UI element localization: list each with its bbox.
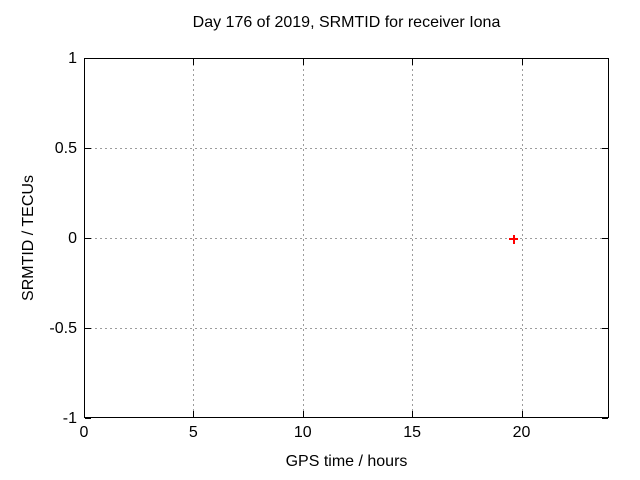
y-tick-left--1 (85, 418, 91, 419)
gridline-y-0.5 (85, 148, 608, 149)
y-tick-right-1 (602, 58, 608, 59)
y-tick-label-0: 0 (68, 230, 77, 247)
y-tick-label-0.5: 0.5 (54, 140, 77, 157)
x-tick-label-15: 15 (403, 424, 422, 441)
y-tick-left-0 (85, 238, 91, 239)
x-tick-top-10 (302, 59, 304, 65)
y-tick-label--1: -1 (62, 410, 77, 427)
x-axis-label: GPS time / hours (285, 453, 408, 470)
x-tick-top-0 (84, 59, 85, 65)
x-tick-top-20 (521, 59, 523, 65)
y-tick-right-0.5 (602, 148, 608, 149)
y-tick-label--0.5: -0.5 (49, 320, 77, 337)
x-tick-label-5: 5 (188, 424, 198, 441)
x-tick-label-0: 0 (79, 424, 89, 441)
y-tick-right--0.5 (602, 328, 608, 329)
gridline-y-0 (85, 238, 608, 239)
x-tick-label-10: 10 (293, 424, 312, 441)
x-tick-bottom-15 (412, 411, 414, 417)
x-tick-label-20: 20 (512, 424, 531, 441)
chart-title: Day 176 of 2019, SRMTID for receiver Ion… (192, 14, 501, 31)
y-tick-label-1: 1 (68, 50, 77, 67)
x-tick-bottom-20 (521, 411, 523, 417)
x-tick-bottom-5 (193, 411, 195, 417)
y-tick-left-1 (85, 58, 91, 59)
y-tick-right-0 (602, 238, 608, 239)
x-tick-bottom-10 (302, 411, 304, 417)
plot-area (84, 58, 609, 419)
x-tick-bottom-0 (84, 411, 85, 417)
data-point-marker-v (513, 234, 515, 244)
y-tick-left-0.5 (85, 148, 91, 149)
x-tick-top-5 (193, 59, 195, 65)
gridline-y--0.5 (85, 328, 608, 329)
x-tick-top-15 (412, 59, 414, 65)
y-tick-left--0.5 (85, 328, 91, 329)
y-tick-right--1 (602, 418, 608, 419)
